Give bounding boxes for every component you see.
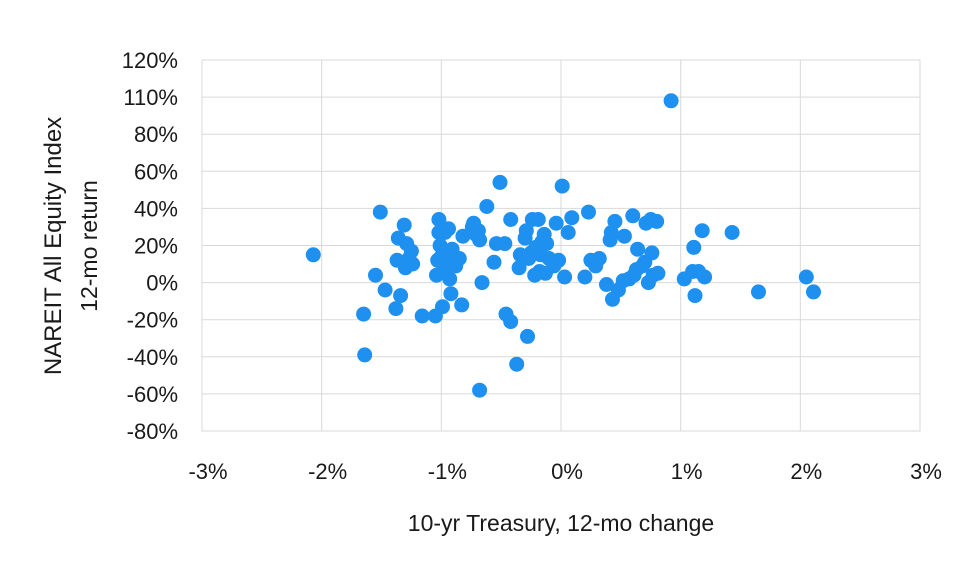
data-point bbox=[554, 178, 570, 194]
data-point bbox=[372, 204, 388, 220]
data-point bbox=[393, 288, 409, 304]
data-point bbox=[368, 267, 383, 283]
data-point bbox=[557, 269, 573, 285]
data-points bbox=[305, 93, 821, 398]
data-point bbox=[431, 212, 447, 227]
gridlines bbox=[201, 59, 921, 432]
y-tick-label: -20% bbox=[127, 308, 178, 333]
data-point bbox=[388, 301, 404, 317]
data-point bbox=[455, 228, 471, 244]
data-point bbox=[442, 271, 458, 287]
data-point bbox=[305, 247, 321, 263]
data-point bbox=[511, 260, 527, 276]
data-point bbox=[724, 225, 740, 240]
data-point bbox=[503, 314, 519, 330]
y-tick-label: 110% bbox=[123, 85, 178, 110]
data-point bbox=[751, 284, 766, 300]
data-point bbox=[405, 256, 421, 272]
data-point bbox=[509, 356, 525, 372]
data-point bbox=[564, 210, 580, 226]
data-point bbox=[581, 204, 596, 220]
x-tick-label: -3% bbox=[188, 459, 227, 484]
data-point bbox=[441, 221, 456, 237]
data-point bbox=[687, 288, 703, 304]
data-point bbox=[497, 236, 513, 252]
data-point bbox=[577, 269, 593, 285]
x-tick-label: 0% bbox=[551, 459, 583, 484]
data-point bbox=[479, 199, 495, 214]
data-point bbox=[451, 251, 467, 266]
data-point bbox=[630, 241, 646, 257]
x-tick-label: -1% bbox=[428, 459, 467, 484]
data-point bbox=[503, 212, 519, 227]
x-tick-label: 1% bbox=[671, 459, 703, 484]
data-point bbox=[396, 217, 412, 233]
data-point bbox=[472, 382, 488, 398]
y-tick-label: -40% bbox=[127, 345, 178, 370]
data-point bbox=[435, 299, 450, 315]
data-point bbox=[474, 275, 490, 291]
plot-area-border bbox=[201, 59, 921, 432]
x-tick-label: 2% bbox=[790, 459, 822, 484]
x-tick-label: -2% bbox=[308, 459, 347, 484]
data-point bbox=[798, 269, 814, 285]
data-point bbox=[599, 277, 614, 292]
x-axis-tick-labels: -3% -2% -1% 0% 1% 2% 3% bbox=[188, 459, 941, 484]
y-tick-label: -60% bbox=[127, 382, 178, 407]
x-tick-label: 3% bbox=[910, 459, 942, 484]
data-point bbox=[539, 236, 555, 252]
data-point bbox=[518, 223, 534, 239]
y-axis-title: NAREIT All Equity Index bbox=[40, 117, 67, 375]
data-point bbox=[663, 93, 679, 109]
y-tick-label: -80% bbox=[127, 419, 178, 444]
data-point bbox=[472, 232, 488, 248]
data-point bbox=[650, 265, 666, 281]
data-point bbox=[492, 174, 508, 190]
data-point bbox=[357, 347, 373, 363]
data-point bbox=[443, 286, 459, 302]
data-point bbox=[644, 245, 660, 261]
data-point bbox=[403, 243, 419, 259]
data-point bbox=[548, 215, 564, 231]
y-tick-label: 0% bbox=[146, 271, 178, 296]
y-axis-subtitle: 12-mo return bbox=[76, 180, 102, 312]
data-point bbox=[806, 284, 821, 300]
data-point bbox=[356, 306, 372, 322]
data-point bbox=[697, 269, 713, 285]
data-point bbox=[560, 225, 576, 240]
data-point bbox=[686, 239, 702, 255]
y-axis-tick-labels: -80% -60% -40% -20% 0% 20% 40% 60% 80% 110% 120% bbox=[122, 48, 178, 444]
data-point bbox=[607, 213, 623, 229]
data-point bbox=[377, 282, 393, 298]
data-point bbox=[486, 254, 502, 270]
data-point bbox=[454, 297, 470, 313]
data-point bbox=[591, 251, 607, 266]
data-point bbox=[551, 252, 567, 268]
data-point bbox=[530, 212, 546, 227]
x-axis-title: 10-yr Treasury, 12-mo change bbox=[408, 510, 714, 536]
data-point bbox=[625, 208, 641, 224]
y-tick-label: 20% bbox=[134, 234, 178, 259]
data-point bbox=[520, 328, 535, 344]
y-tick-label: 80% bbox=[134, 122, 178, 147]
data-point bbox=[649, 213, 665, 229]
y-tick-label: 120% bbox=[122, 48, 178, 73]
y-tick-label: 60% bbox=[134, 159, 178, 184]
y-tick-label: 40% bbox=[134, 196, 178, 221]
data-point bbox=[694, 223, 710, 239]
data-point bbox=[414, 308, 430, 324]
data-point bbox=[616, 228, 632, 244]
